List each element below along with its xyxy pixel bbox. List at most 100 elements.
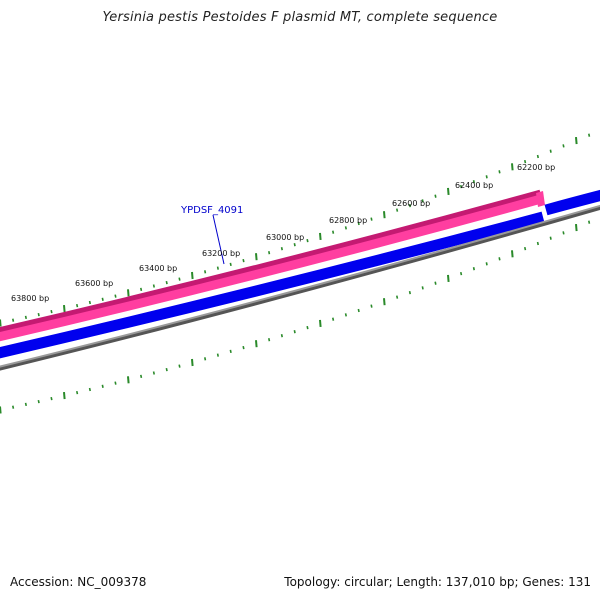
minor-tick [460, 271, 463, 276]
minor-tick [370, 217, 373, 221]
minor-tick [50, 396, 53, 401]
major-tick [255, 340, 258, 348]
minor-tick [332, 317, 335, 321]
minor-tick [140, 287, 143, 292]
major-tick [511, 250, 514, 258]
minor-tick [408, 290, 411, 295]
minor-tick [178, 364, 181, 368]
gene-label-connector [212, 214, 225, 265]
major-tick [127, 289, 130, 297]
minor-tick [204, 270, 207, 274]
minor-tick [88, 387, 91, 392]
minor-tick [434, 281, 437, 285]
minor-tick [460, 184, 463, 189]
minor-tick [588, 133, 591, 137]
major-tick [511, 163, 514, 171]
minor-tick [37, 399, 40, 404]
ruler-label: 62200 bp [517, 163, 555, 172]
ruler-label: 62400 bp [455, 181, 493, 190]
ruler-labels: 62200 bp 62400 bp 62600 bp 62800 bp 63000 bp… [11, 163, 555, 303]
minor-tick [152, 371, 155, 375]
minor-tick [536, 241, 539, 246]
minor-tick [485, 262, 488, 266]
minor-tick [332, 230, 335, 234]
minor-tick [268, 338, 271, 342]
minor-tick [396, 208, 399, 212]
minor-tick [434, 194, 437, 198]
ruler-label: 63600 bp [75, 279, 113, 288]
minor-tick [242, 258, 245, 263]
major-tick [575, 137, 578, 145]
minor-tick [498, 257, 501, 261]
minor-tick [165, 280, 168, 285]
minor-tick [101, 384, 104, 388]
minor-tick [114, 294, 117, 298]
major-tick [319, 319, 322, 327]
minor-tick [37, 312, 40, 317]
major-tick [383, 298, 386, 306]
major-tick [383, 211, 386, 219]
minor-tick [76, 390, 79, 395]
minor-tick [306, 325, 309, 330]
blue-feature-arc-right[interactable] [544, 189, 600, 216]
major-tick [447, 187, 450, 195]
ruler-label: 63800 bp [11, 294, 49, 303]
major-tick [319, 232, 322, 240]
minor-tick [242, 345, 245, 350]
pink-feature-arc[interactable] [0, 194, 543, 342]
minor-tick [344, 226, 347, 230]
pink-feature-end-cap [536, 191, 545, 207]
minor-tick [216, 353, 219, 357]
minor-tick [76, 303, 79, 308]
minor-tick [24, 402, 27, 407]
minor-tick [280, 334, 283, 338]
minor-tick [370, 304, 373, 308]
major-tick [255, 253, 258, 261]
minor-tick [472, 267, 475, 271]
minor-tick [498, 170, 501, 174]
blue-feature-arc[interactable] [0, 211, 545, 359]
backbone-circle [0, 204, 600, 368]
minor-tick [396, 295, 399, 299]
minor-tick [306, 238, 309, 243]
minor-tick [101, 297, 104, 301]
major-tick [191, 271, 194, 280]
minor-tick [421, 286, 424, 290]
minor-tick [524, 159, 527, 164]
minor-tick [549, 236, 552, 240]
major-tick [575, 224, 578, 232]
major-tick [0, 406, 2, 414]
minor-tick [344, 313, 347, 317]
minor-tick [229, 349, 232, 354]
minor-tick [204, 357, 207, 361]
minor-tick [280, 247, 283, 251]
minor-tick [140, 374, 143, 379]
minor-tick [24, 315, 27, 320]
minor-tick [421, 199, 424, 203]
backbone-circle-shadow [0, 205, 600, 371]
minor-tick [268, 251, 271, 255]
minor-tick [408, 203, 411, 208]
ruler-label: 62800 bp [329, 216, 367, 225]
minor-tick [12, 405, 15, 409]
topology-summary-text: Topology: circular; Length: 137,010 bp; … [284, 575, 591, 589]
minor-tick [536, 154, 539, 159]
map-title: Yersinia pestis Pestoides F plasmid MT, … [102, 10, 498, 25]
minor-tick [549, 149, 552, 153]
gene-label-ypdsf-4091[interactable]: YPDSF_4091 [180, 205, 243, 216]
ruler-label: 63000 bp [266, 233, 304, 242]
minor-tick [152, 284, 155, 288]
major-tick [447, 274, 450, 282]
inner-tick-ring [0, 220, 591, 414]
minor-tick [524, 246, 527, 251]
major-tick [191, 358, 194, 367]
minor-tick [293, 330, 296, 334]
minor-tick [178, 277, 181, 281]
outer-tick-ring [0, 133, 591, 327]
minor-tick [229, 262, 232, 267]
minor-tick [88, 300, 91, 305]
major-tick [63, 392, 66, 400]
ruler-label: 63400 bp [139, 264, 177, 273]
minor-tick [562, 231, 565, 235]
